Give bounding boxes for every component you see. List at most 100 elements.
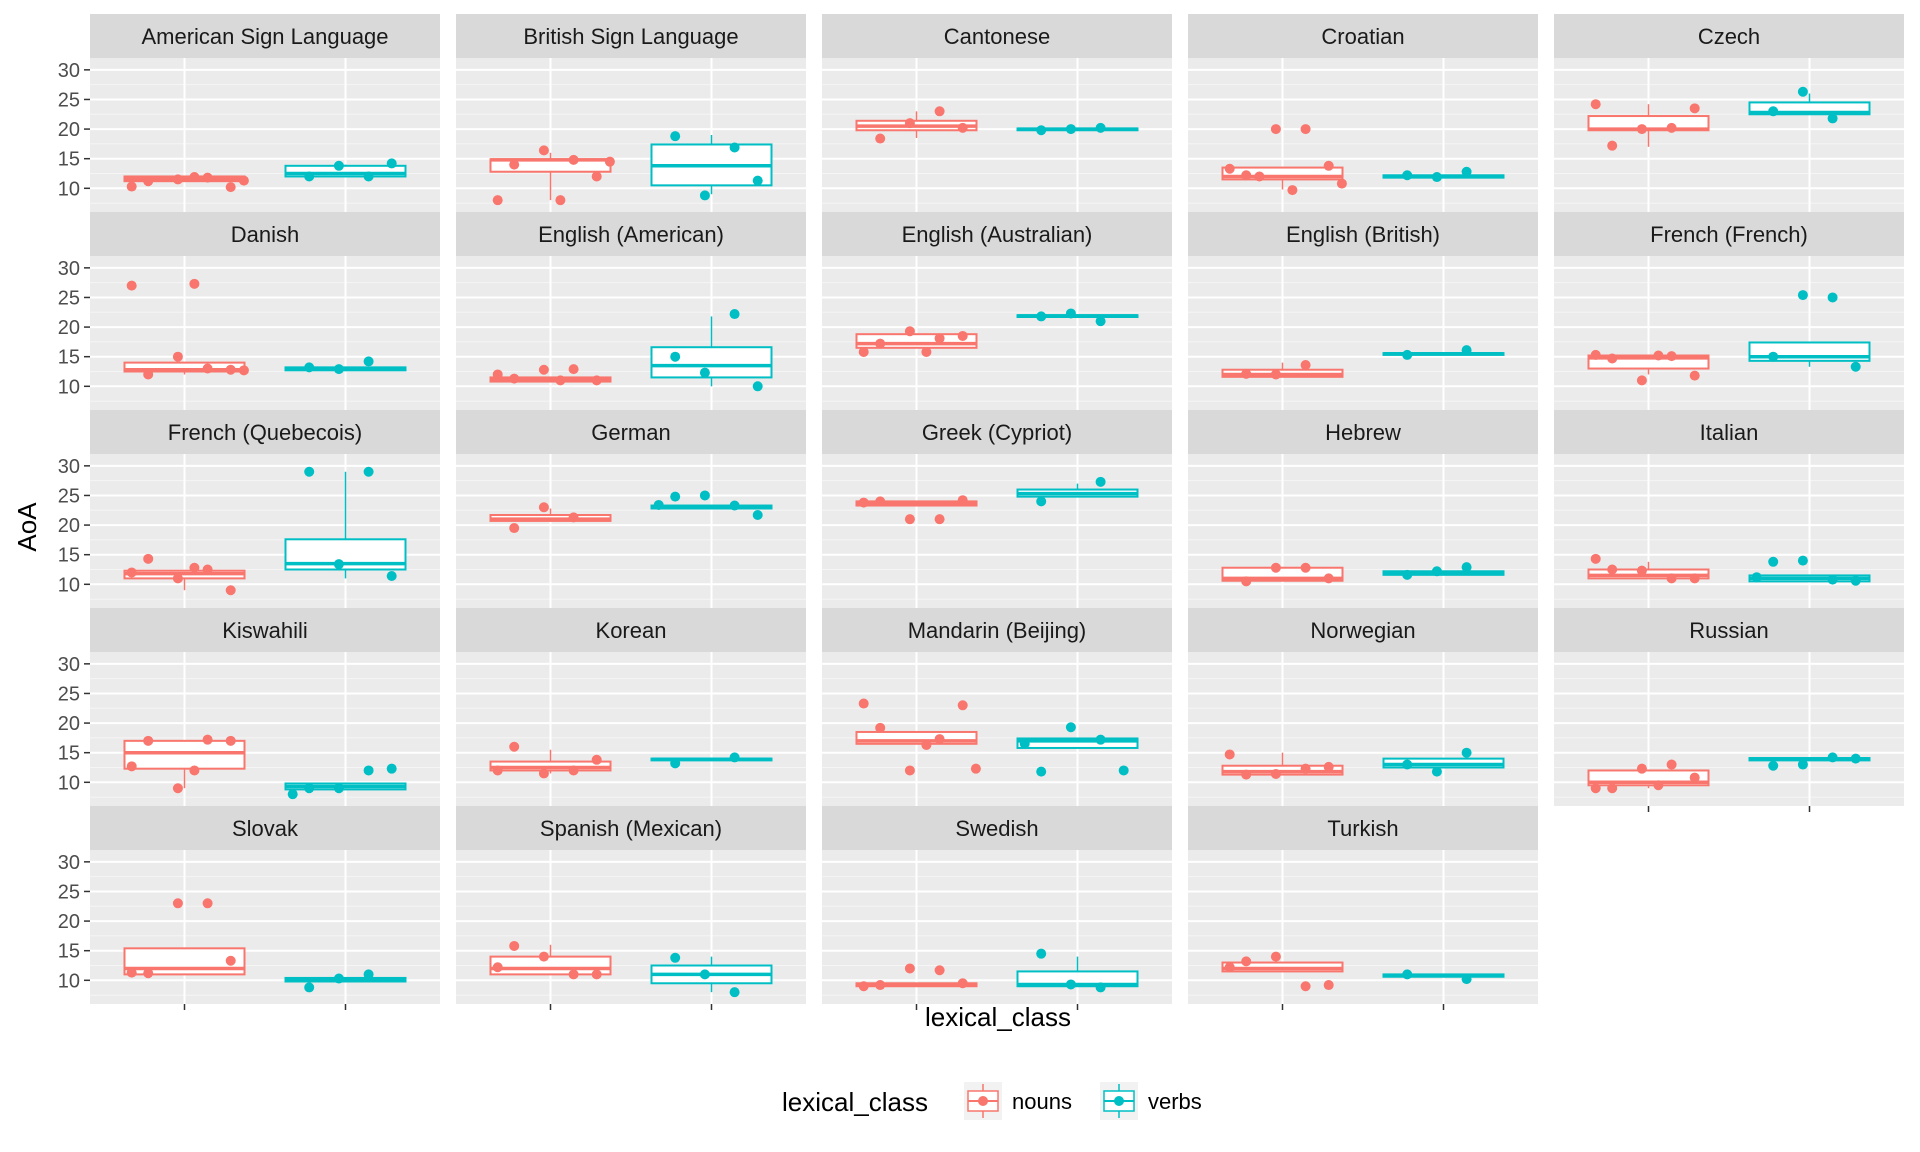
nouns-boxplot — [1221, 124, 1347, 196]
data-point — [752, 510, 763, 521]
facet-panel: Czech — [1554, 14, 1904, 212]
plot-background — [1188, 58, 1538, 212]
facet-panel: Turkish — [1188, 806, 1538, 1010]
data-point — [1636, 124, 1647, 135]
facet-strip — [822, 14, 1172, 58]
data-point — [225, 182, 236, 193]
box — [1221, 166, 1344, 181]
data-point — [729, 309, 740, 320]
data-point — [1036, 766, 1047, 777]
data-point — [934, 333, 945, 344]
facet-strip — [1188, 410, 1538, 454]
facet-title: Korean — [596, 618, 667, 643]
facet-strip — [90, 410, 440, 454]
data-point — [699, 490, 710, 501]
data-point — [1797, 290, 1808, 301]
plot-background — [822, 256, 1172, 410]
verbs-boxplot — [650, 752, 773, 769]
data-point — [1336, 178, 1347, 189]
nouns-boxplot — [855, 106, 978, 144]
verbs-boxplot — [284, 466, 407, 582]
y-tick-label: 15 — [58, 743, 80, 765]
facet-title: Czech — [1698, 24, 1760, 49]
data-point — [653, 499, 664, 510]
data-point — [386, 571, 397, 582]
facet-title: Greek (Cypriot) — [922, 420, 1072, 445]
data-point — [1607, 564, 1618, 575]
data-point — [1287, 185, 1298, 196]
y-tick-label: 30 — [58, 852, 80, 874]
data-point — [934, 514, 945, 525]
plot-background — [1554, 256, 1904, 410]
x-axis-title: lexical_class — [925, 1002, 1071, 1032]
data-point — [1402, 569, 1413, 580]
data-point — [875, 133, 886, 144]
data-point — [1461, 747, 1472, 758]
facet-title: Norwegian — [1310, 618, 1415, 643]
data-point — [1666, 759, 1677, 770]
legend-key-point — [1114, 1096, 1124, 1106]
y-tick-label: 10 — [58, 376, 80, 398]
nouns-boxplot — [123, 553, 246, 596]
facet-panel: French (Quebecois) 10 15 20 25 30 — [58, 410, 440, 608]
data-point — [875, 722, 886, 733]
data-point — [126, 280, 137, 291]
data-point — [189, 172, 200, 183]
data-point — [1653, 780, 1664, 791]
y-tick-label: 20 — [58, 119, 80, 141]
verbs-boxplot — [1016, 948, 1139, 993]
data-point — [957, 495, 968, 506]
legend-key-point — [978, 1096, 988, 1106]
data-point — [126, 181, 137, 192]
nouns-boxplot — [123, 278, 249, 380]
y-tick-label: 10 — [58, 772, 80, 794]
facet-strip — [1188, 212, 1538, 256]
verbs-boxplot — [284, 158, 407, 182]
data-point — [538, 768, 549, 779]
data-point — [1402, 969, 1413, 980]
nouns-boxplot — [855, 495, 978, 525]
box — [650, 346, 773, 379]
data-point — [126, 967, 137, 978]
verbs-boxplot — [650, 131, 773, 201]
data-point — [225, 955, 236, 966]
plot-background — [90, 454, 440, 608]
y-tick-label: 25 — [58, 881, 80, 903]
facet-title: English (British) — [1286, 222, 1440, 247]
facet-strip — [456, 608, 806, 652]
data-point — [538, 951, 549, 962]
data-point — [304, 171, 315, 182]
plot-background — [90, 256, 440, 410]
facet-title: French (Quebecois) — [168, 420, 362, 445]
data-point — [509, 373, 520, 384]
data-point — [934, 734, 945, 745]
data-point — [699, 367, 710, 378]
facet-title: Danish — [231, 222, 299, 247]
data-point — [1590, 349, 1601, 360]
data-point — [126, 567, 137, 578]
facet-strip — [822, 212, 1172, 256]
nouns-boxplot — [1221, 749, 1344, 780]
verbs-boxplot — [650, 309, 773, 392]
data-point — [1065, 124, 1076, 135]
nouns-boxplot — [1221, 359, 1344, 380]
facet-title: Turkish — [1327, 816, 1398, 841]
nouns-boxplot — [123, 898, 246, 979]
data-point — [1636, 375, 1647, 386]
data-point — [1590, 553, 1601, 564]
data-point — [1095, 122, 1106, 133]
data-point — [934, 106, 945, 117]
legend-title: lexical_class — [782, 1087, 928, 1117]
facet-strip — [456, 14, 806, 58]
data-point — [729, 500, 740, 511]
verbs-boxplot — [1016, 476, 1139, 507]
data-point — [904, 326, 915, 337]
data-point — [172, 174, 183, 185]
data-point — [1689, 772, 1700, 783]
data-point — [670, 952, 681, 963]
verbs-boxplot — [1748, 555, 1871, 586]
data-point — [568, 154, 579, 165]
data-point — [1431, 566, 1442, 577]
data-point — [752, 381, 763, 392]
